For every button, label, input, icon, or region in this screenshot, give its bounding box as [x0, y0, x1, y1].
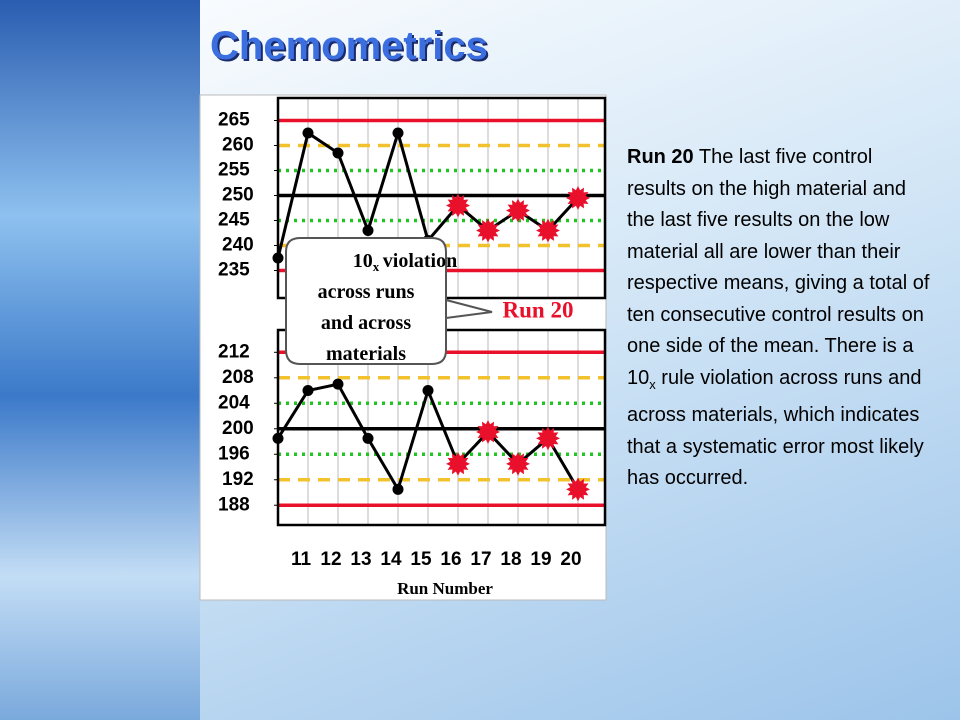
y-tick-label: 260 [222, 135, 254, 156]
point [362, 225, 374, 236]
x-tick-label: 20 [560, 549, 581, 570]
violation-point [446, 193, 470, 218]
x-tick-label: 19 [530, 549, 551, 570]
y-tick-label: 240 [222, 235, 254, 256]
x-tick-label: 17 [470, 549, 491, 570]
violation-point [536, 218, 560, 243]
y-tick-label: 204 [218, 392, 250, 413]
callout-sub: x [373, 259, 380, 274]
subscript: x [649, 376, 656, 392]
point [272, 432, 284, 444]
point [302, 385, 314, 397]
y-tick-label: 245 [218, 210, 250, 231]
point [302, 127, 314, 139]
y-tick-label: 200 [222, 418, 254, 439]
y-tick-label: 196 [218, 443, 250, 464]
lead: Run 20 [627, 146, 694, 168]
point [392, 127, 404, 139]
callout: 10x violation across runs and across materi… [285, 237, 574, 365]
violation-point [476, 218, 500, 243]
callout-rest: violation across runs and across materials [318, 250, 458, 365]
y-tick-label: 250 [222, 185, 254, 206]
y-tick-label: 255 [218, 160, 250, 181]
run-label: Run 20 [503, 297, 574, 322]
y-tick-label: 212 [218, 341, 250, 362]
violation-point [566, 477, 590, 502]
y-tick-label: 235 [218, 260, 250, 281]
body-text: Run 20 The last five control results on … [627, 142, 932, 495]
x-tick-label: 13 [350, 549, 371, 570]
y-tick-label: 265 [218, 110, 250, 131]
point [392, 483, 404, 495]
x-axis-label: Run Number [397, 579, 493, 598]
x-tick-label: 14 [380, 549, 402, 570]
plots: 265 260 255 250 245 240 235 212 208 204 200 196 192 1… [218, 96, 607, 598]
violation-point [566, 186, 590, 210]
x-tick-label: 15 [410, 549, 432, 570]
decorative-panel [0, 0, 200, 720]
callout-text: 10x [353, 250, 380, 274]
point [362, 432, 374, 444]
point [422, 385, 434, 397]
violation-point [536, 426, 560, 451]
point [272, 252, 284, 264]
y-tick-label: 208 [222, 367, 254, 388]
text: rule violation across runs and across ma… [627, 366, 924, 490]
point [332, 147, 344, 159]
x-tick-label: 16 [440, 549, 461, 570]
violation-point [476, 419, 500, 444]
y-tick-label: 192 [222, 469, 254, 490]
callout-box [285, 237, 493, 365]
x-tick-label: 11 [291, 549, 312, 570]
violation-point [446, 451, 470, 476]
callout-main: 10 [353, 250, 373, 272]
x-tick-label: 12 [320, 549, 341, 570]
violation-point [506, 451, 530, 476]
x-tick-label: 18 [500, 549, 521, 570]
slide-title: Chemometrics [210, 24, 488, 68]
point [332, 378, 344, 390]
violation-point [506, 198, 530, 223]
y-tick-label: 188 [218, 494, 250, 515]
text: The last five control results on the hig… [627, 146, 930, 389]
